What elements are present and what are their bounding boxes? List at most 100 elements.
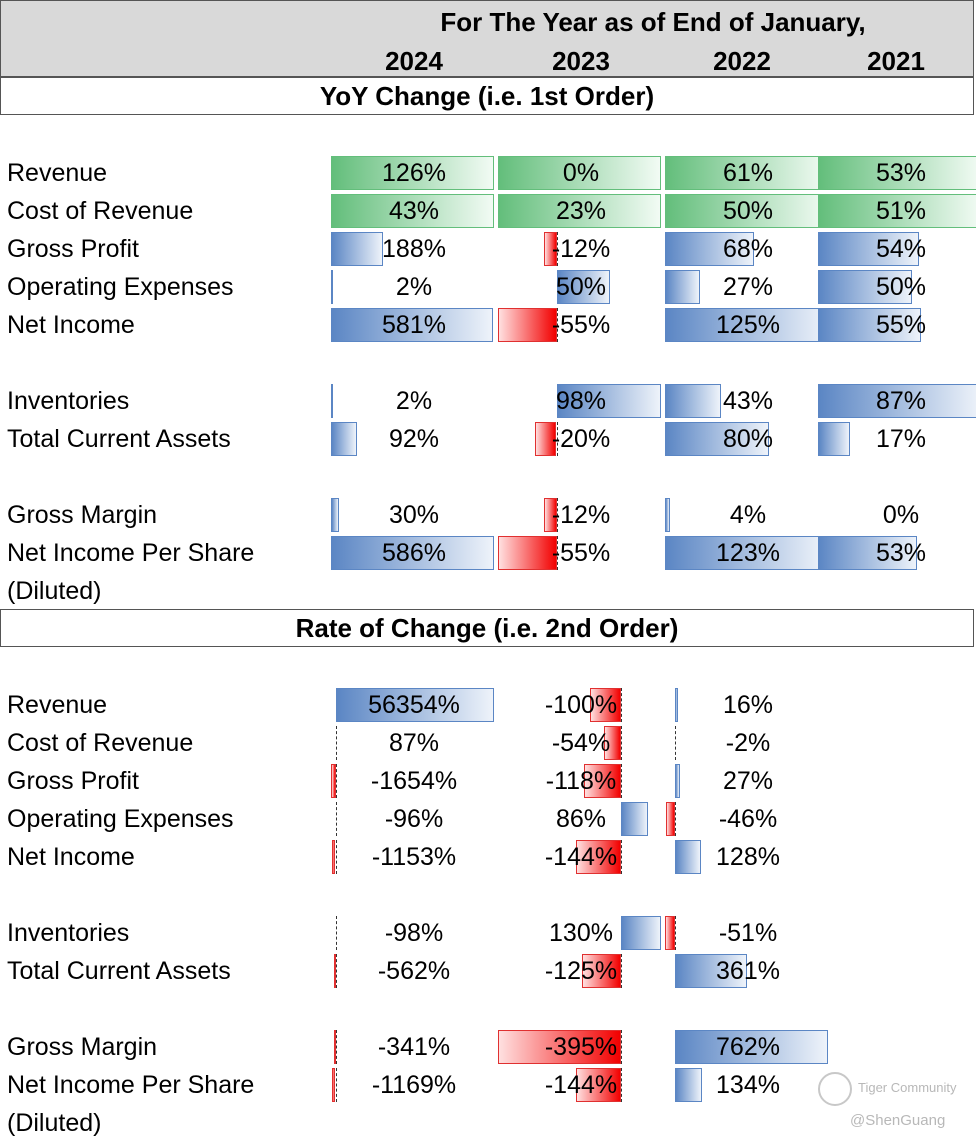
- value-cell: 762%: [665, 1028, 831, 1066]
- row-label-net-income: Net Income: [7, 843, 135, 871]
- cell-value: 126%: [382, 159, 446, 187]
- negative-data-bar: [332, 840, 335, 874]
- growth-fill: [498, 194, 661, 228]
- value-cell: 50%: [498, 268, 664, 306]
- cell-value: -118%: [545, 767, 617, 795]
- value-cell: 43%: [331, 192, 497, 230]
- growth-fill: [665, 194, 828, 228]
- negative-data-bar: [331, 764, 336, 798]
- cell-value: -12%: [551, 235, 611, 263]
- value-cell: 361%: [665, 952, 831, 990]
- negative-data-bar: [498, 536, 557, 570]
- cell-value: -562%: [377, 957, 451, 985]
- positive-data-bar: [665, 270, 700, 304]
- tiger-logo-icon: [818, 1072, 852, 1106]
- positive-data-bar: [675, 1030, 828, 1064]
- table-header: For The Year as of End of January, 2024 …: [0, 0, 974, 77]
- value-cell: 30%: [331, 496, 497, 534]
- zero-axis: [336, 1030, 337, 1064]
- negative-data-bar: [498, 308, 557, 342]
- positive-data-bar: [675, 764, 680, 798]
- zero-axis: [336, 764, 337, 798]
- cell-value: 50%: [555, 273, 607, 301]
- zero-axis: [557, 422, 558, 456]
- zero-axis: [557, 232, 558, 266]
- value-cell: 0%: [498, 154, 664, 192]
- zero-axis: [336, 1068, 337, 1102]
- value-cell: 123%: [665, 534, 831, 572]
- row-label-gross-margin: Gross Margin: [7, 501, 158, 529]
- zero-axis: [675, 916, 676, 950]
- cell-value: 130%: [549, 919, 613, 947]
- value-cell: -144%: [498, 838, 664, 876]
- negative-data-bar: [498, 1030, 621, 1064]
- positive-data-bar: [331, 308, 493, 342]
- positive-data-bar: [331, 384, 333, 418]
- cell-value: 123%: [716, 539, 780, 567]
- cell-value: 2%: [395, 387, 433, 415]
- section-roc-title: Rate of Change (i.e. 2nd Order): [0, 609, 974, 647]
- positive-data-bar: [665, 308, 828, 342]
- value-cell: 126%: [331, 154, 497, 192]
- value-cell: 134%: [665, 1066, 831, 1104]
- row-label-gross-margin: Gross Margin: [7, 1033, 158, 1061]
- row-label-cost-of-revenue: Cost of Revenue: [7, 197, 194, 225]
- cell-value: 68%: [722, 235, 774, 263]
- zero-axis: [557, 498, 558, 532]
- cell-value: -55%: [551, 311, 611, 339]
- cell-value: -1654%: [370, 767, 458, 795]
- value-cell: 130%: [498, 914, 664, 952]
- cell-value: 0%: [562, 159, 600, 187]
- growth-fill: [498, 156, 661, 190]
- cell-value: 2%: [395, 273, 433, 301]
- negative-data-bar: [582, 954, 621, 988]
- positive-data-bar: [818, 536, 917, 570]
- zero-axis: [336, 840, 337, 874]
- zero-axis: [621, 688, 622, 722]
- cell-value: -12%: [551, 501, 611, 529]
- row-label-inventories: Inventories: [7, 919, 130, 947]
- negative-data-bar: [576, 840, 621, 874]
- value-cell: -341%: [331, 1028, 497, 1066]
- row-label-gross-profit: Gross Profit: [7, 235, 139, 263]
- value-cell: -55%: [498, 534, 664, 572]
- cell-value: -395%: [544, 1033, 618, 1061]
- cell-value: 586%: [382, 539, 446, 567]
- row-label-revenue: Revenue: [7, 691, 108, 719]
- zero-axis: [621, 764, 622, 798]
- cell-value: 56354%: [368, 691, 460, 719]
- cell-value: 361%: [716, 957, 780, 985]
- value-cell: -125%: [498, 952, 664, 990]
- cell-value: 61%: [722, 159, 774, 187]
- year-2021: 2021: [867, 46, 925, 76]
- cell-value: 27%: [722, 273, 774, 301]
- positive-data-bar: [331, 498, 339, 532]
- cell-value: 128%: [716, 843, 780, 871]
- year-2023: 2023: [552, 46, 610, 76]
- value-cell: 55%: [818, 306, 976, 344]
- value-cell: -562%: [331, 952, 497, 990]
- value-cell: 87%: [818, 382, 976, 420]
- zero-axis: [621, 840, 622, 874]
- negative-data-bar: [535, 422, 556, 456]
- row-label-operating-expenses: Operating Expenses: [7, 273, 234, 301]
- value-cell: -1169%: [331, 1066, 497, 1104]
- cell-value: 86%: [555, 805, 607, 833]
- growth-fill: [818, 156, 976, 190]
- zero-axis: [336, 916, 337, 950]
- negative-data-bar: [544, 232, 557, 266]
- cell-value: 43%: [388, 197, 440, 225]
- value-cell: 188%: [331, 230, 497, 268]
- value-cell: 16%: [665, 686, 831, 724]
- value-cell: 2%: [331, 382, 497, 420]
- value-cell: 54%: [818, 230, 976, 268]
- positive-data-bar: [675, 1068, 702, 1102]
- row-label-operating-expenses: Operating Expenses: [7, 805, 234, 833]
- value-cell: 68%: [665, 230, 831, 268]
- row-label-inventories: Inventories: [7, 387, 130, 415]
- positive-data-bar: [665, 232, 754, 266]
- cell-value: -144%: [544, 843, 618, 871]
- value-cell: -1654%: [331, 762, 497, 800]
- value-cell: 17%: [818, 420, 976, 458]
- cell-value: 30%: [388, 501, 440, 529]
